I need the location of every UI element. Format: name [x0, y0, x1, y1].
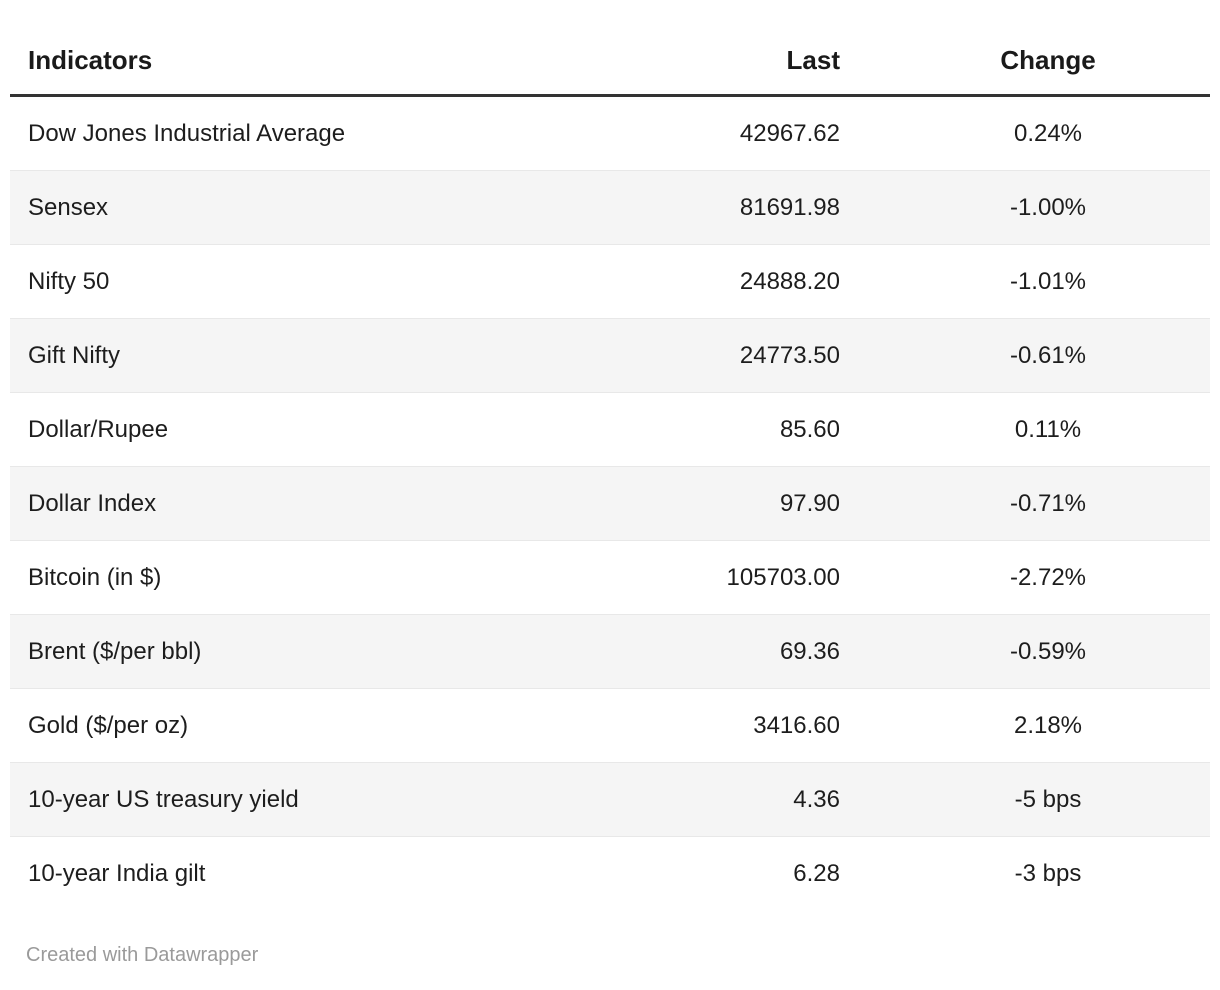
indicator-name: Dow Jones Industrial Average	[28, 119, 346, 147]
change-value: -1.00%	[886, 170, 1210, 245]
header-last: Last	[510, 26, 886, 97]
indicator-name: 10-year US treasury yield	[10, 762, 510, 837]
indicators-table-container: Indicators Last Change Dow Jones Industr…	[10, 26, 1210, 966]
header-change: Change	[886, 26, 1210, 97]
table-row: Brent ($/per bbl) 69.36 -0.59%	[10, 614, 1210, 689]
table-row: 10-year India gilt 6.28 -3 bps	[10, 836, 1210, 910]
indicator-name: Sensex	[10, 170, 510, 245]
table-row: 10-year US treasury yield 4.36 -5 bps	[10, 762, 1210, 837]
last-value: 105703.00	[510, 540, 886, 615]
indicator-name: Nifty 50	[10, 244, 510, 319]
last-value: 24773.50	[510, 318, 886, 393]
indicator-name: Dollar/Rupee	[10, 392, 510, 467]
last-value: 81691.98	[510, 170, 886, 245]
table-row: Bitcoin (in $) 105703.00 -2.72%	[10, 540, 1210, 615]
change-value: 0.24%	[1013, 119, 1083, 147]
datawrapper-attribution-link[interactable]: Created with Datawrapper	[26, 944, 259, 966]
change-value: -0.71%	[886, 466, 1210, 541]
change-value: -0.61%	[886, 318, 1210, 393]
indicator-name: Gold ($/per oz)	[10, 688, 510, 763]
indicators-table: Indicators Last Change Dow Jones Industr…	[10, 26, 1210, 910]
last-value: 97.90	[510, 466, 886, 541]
indicator-name: Dollar Index	[10, 466, 510, 541]
table-header: Indicators Last Change	[10, 26, 1210, 97]
last-value: 85.60	[510, 392, 886, 467]
last-value: 3416.60	[510, 688, 886, 763]
table-row: Sensex 81691.98 -1.00%	[10, 170, 1210, 245]
change-value: 0.11%	[886, 392, 1210, 467]
table-row: Gift Nifty 24773.50 -0.61%	[10, 318, 1210, 393]
table-row: Gold ($/per oz) 3416.60 2.18%	[10, 688, 1210, 763]
table-row: Dollar Index 97.90 -0.71%	[10, 466, 1210, 541]
last-value: 42967.62	[739, 119, 840, 147]
change-value: -3 bps	[886, 836, 1210, 910]
indicator-name: Bitcoin (in $)	[10, 540, 510, 615]
table-body: Dow Jones Industrial Average 42967.62 0.…	[10, 96, 1210, 910]
indicator-name: Brent ($/per bbl)	[10, 614, 510, 689]
indicator-name: Gift Nifty	[10, 318, 510, 393]
last-value: 24888.20	[510, 244, 886, 319]
table-row: Dollar/Rupee 85.60 0.11%	[10, 392, 1210, 467]
last-value: 6.28	[510, 836, 886, 910]
change-value: 2.18%	[886, 688, 1210, 763]
change-value: -0.59%	[886, 614, 1210, 689]
indicator-name: 10-year India gilt	[10, 836, 510, 910]
change-value: -5 bps	[886, 762, 1210, 837]
header-row: Indicators Last Change	[10, 26, 1210, 97]
last-value: 4.36	[510, 762, 886, 837]
change-value: -1.01%	[886, 244, 1210, 319]
table-row: Dow Jones Industrial Average 42967.62 0.…	[10, 96, 1210, 171]
last-value: 69.36	[510, 614, 886, 689]
table-row: Nifty 50 24888.20 -1.01%	[10, 244, 1210, 319]
header-indicators: Indicators	[10, 26, 510, 97]
change-value: -2.72%	[886, 540, 1210, 615]
